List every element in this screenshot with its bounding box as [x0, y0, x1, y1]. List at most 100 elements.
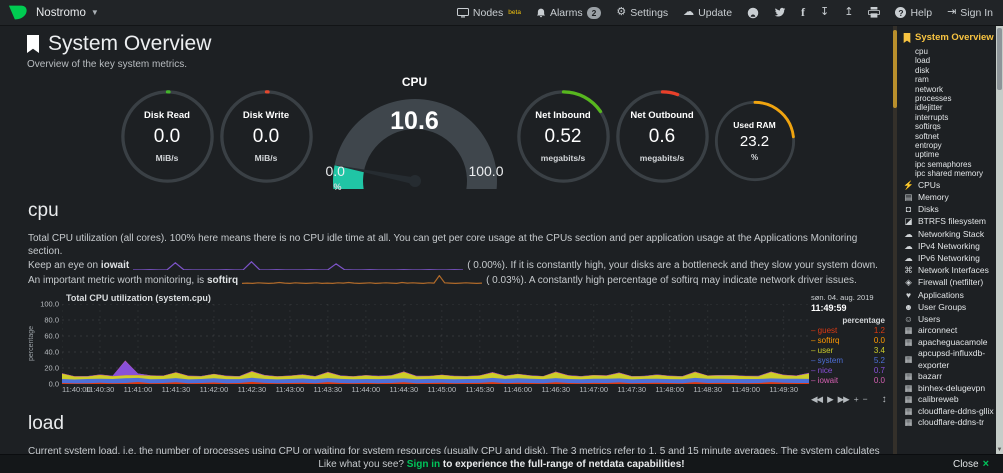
cpu-gauge[interactable]: CPU 10.6 0.0 100.0 %	[326, 75, 504, 192]
facebook-button[interactable]: f	[801, 5, 805, 20]
sidebar-category[interactable]: ♥ Applications	[903, 289, 995, 301]
sidebar-subitem[interactable]: softirqs	[915, 122, 941, 132]
page-title: System Overview	[48, 32, 212, 55]
sidebar-subitem[interactable]: entropy	[915, 141, 942, 151]
sidebar-category-label: IPv4 Networking	[918, 240, 980, 251]
sidebar-app-item[interactable]: ▦ airconnect	[903, 325, 995, 337]
pan-backward-icon[interactable]: ◀◀	[811, 393, 823, 404]
sidebar-subitem[interactable]: network	[915, 84, 944, 94]
sidebar-subitem[interactable]: processes	[915, 94, 952, 104]
twitter-icon	[774, 7, 786, 17]
sidebar-app-item[interactable]: ▦ bazarr	[903, 371, 995, 383]
sidebar-category[interactable]: ☁ IPv6 Networking	[903, 252, 995, 264]
chart-toolbar: ◀◀ ▶ ▶▶ + − ↕	[811, 393, 887, 405]
help-button[interactable]: ? Help	[895, 7, 932, 19]
sidebar-scrollbar-thumb[interactable]	[893, 30, 897, 108]
github-button[interactable]	[747, 7, 759, 19]
sidebar-subitem[interactable]: interrupts	[915, 112, 949, 122]
sidebar-item-system-overview[interactable]: System Overview	[903, 32, 995, 43]
sidebar-subitem[interactable]: uptime	[915, 150, 940, 160]
sidebar-app-item[interactable]: ▦ apcupsd-influxdb-exporter	[903, 348, 995, 371]
twitter-button[interactable]	[774, 7, 786, 18]
sidebar-app-item[interactable]: ▦ calibreweb	[903, 394, 995, 406]
net-outbound-gauge[interactable]: Net Outbound 0.6 megabits/s	[614, 88, 711, 185]
sidebar-app-item[interactable]: ▦ apacheguacamole	[903, 337, 995, 349]
sidebar-category[interactable]: ⚡ CPUs	[903, 179, 995, 191]
gauge-label: Disk Write	[242, 109, 290, 121]
note-text: Current system load, i.e. the number of …	[28, 445, 880, 454]
sidebar-subitem[interactable]: idlejitter	[915, 103, 943, 113]
cloud-icon: ☁	[904, 228, 913, 239]
sidebar-subitem[interactable]: ipc semaphores	[915, 159, 972, 169]
sidebar-app-item[interactable]: ▦ cloudflare-ddns-tr	[903, 417, 995, 429]
sidebar-subitem[interactable]: ram	[915, 75, 929, 85]
page-scrollbar[interactable]: ▼	[996, 26, 1003, 454]
sidebar-subitem[interactable]: disk	[915, 65, 930, 75]
disk-read-gauge[interactable]: Disk Read 0.0 MiB/s	[119, 88, 216, 185]
softirq-sparkline[interactable]	[242, 275, 482, 284]
sitemap-icon: ⌘	[904, 265, 913, 276]
nodes-button[interactable]: Nodes beta	[456, 7, 521, 19]
signin-link[interactable]: Sign in	[406, 458, 441, 470]
legend-units-header: percentage	[842, 315, 885, 325]
hostname-dropdown[interactable]: Nostromo ▼	[36, 7, 99, 19]
zoom-out-icon[interactable]: −	[862, 394, 868, 405]
export-snapshot-button[interactable]: ↧	[820, 7, 829, 18]
sidebar-category[interactable]: ◘ Disks	[903, 203, 995, 215]
sidebar-app-item[interactable]: ▦ cloudflare-ddns-gllix	[903, 406, 995, 418]
import-snapshot-button[interactable]: ↥	[844, 7, 853, 18]
sidebar-subitem[interactable]: softnet	[915, 131, 940, 141]
signin-button[interactable]: ⇥ Sign In	[947, 7, 993, 19]
scrollbar-down-arrow[interactable]: ▼	[996, 447, 1003, 453]
netdata-logo[interactable]	[8, 4, 28, 21]
bell-icon	[536, 8, 545, 17]
gauge-label: Net Outbound	[630, 109, 694, 121]
zoom-in-icon[interactable]: +	[853, 394, 859, 405]
sidebar-category-label: User Groups	[918, 301, 967, 312]
sidebar-category[interactable]: ☁ IPv4 Networking	[903, 240, 995, 252]
cpu-chart-plot[interactable]	[62, 304, 809, 384]
help-icon: ?	[895, 7, 907, 18]
sidebar-category[interactable]: ☺ Users	[903, 313, 995, 325]
update-label: Update	[698, 6, 733, 19]
sidebar-category-label: CPUs	[918, 179, 941, 190]
grid-icon: ▦	[904, 394, 913, 405]
sidebar-category[interactable]: ☻ User Groups	[903, 301, 995, 313]
page-scrollbar-thumb[interactable]	[997, 28, 1002, 90]
resize-handle-icon[interactable]: ↕	[881, 393, 887, 405]
used-ram-gauge[interactable]: Used RAM 23.2%	[713, 99, 797, 183]
settings-button[interactable]: ⚙ Settings	[616, 7, 668, 19]
sidebar-category[interactable]: ◪ BTRFS filesystem	[903, 215, 995, 227]
iowait-sparkline[interactable]	[133, 261, 463, 270]
cloud-download-icon: ☁	[683, 6, 695, 18]
grid-icon: ▦	[904, 325, 913, 336]
disk-write-gauge[interactable]: Disk Write 0.0 MiB/s	[218, 88, 315, 185]
print-button[interactable]	[868, 7, 881, 18]
pan-forward-icon[interactable]: ▶▶	[837, 393, 850, 404]
play-icon[interactable]: ▶	[827, 393, 833, 404]
close-button[interactable]: Close ×	[953, 458, 989, 470]
sidebar-subitem[interactable]: cpu	[915, 47, 928, 56]
sidebar-category[interactable]: ☁ Networking Stack	[903, 228, 995, 240]
cpu-section-text: Total CPU utilization (all cores). 100% …	[28, 233, 858, 258]
sidebar-category[interactable]: ◈ Firewall (netfilter)	[903, 276, 995, 288]
net-inbound-gauge[interactable]: Net Inbound 0.52 megabits/s	[515, 88, 612, 185]
sidebar-subitem[interactable]: load	[915, 56, 931, 66]
sidebar-category-label: Firewall (netfilter)	[918, 277, 984, 288]
sidebar-category[interactable]: ▤ Memory	[903, 191, 995, 203]
sidebar-scrollbar[interactable]	[893, 26, 897, 454]
sidebar-category[interactable]: ⌘ Network Interfaces	[903, 264, 995, 276]
sidebar-app-item[interactable]: ▦ binhex-delugevpn	[903, 383, 995, 395]
alarms-button[interactable]: Alarms 2	[536, 6, 602, 19]
sidebar-subitem[interactable]: ipc shared memory	[915, 169, 984, 179]
update-button[interactable]: ☁ Update	[683, 7, 732, 19]
gauge-value: 0.6	[648, 125, 676, 147]
download-icon: ↧	[820, 6, 830, 18]
